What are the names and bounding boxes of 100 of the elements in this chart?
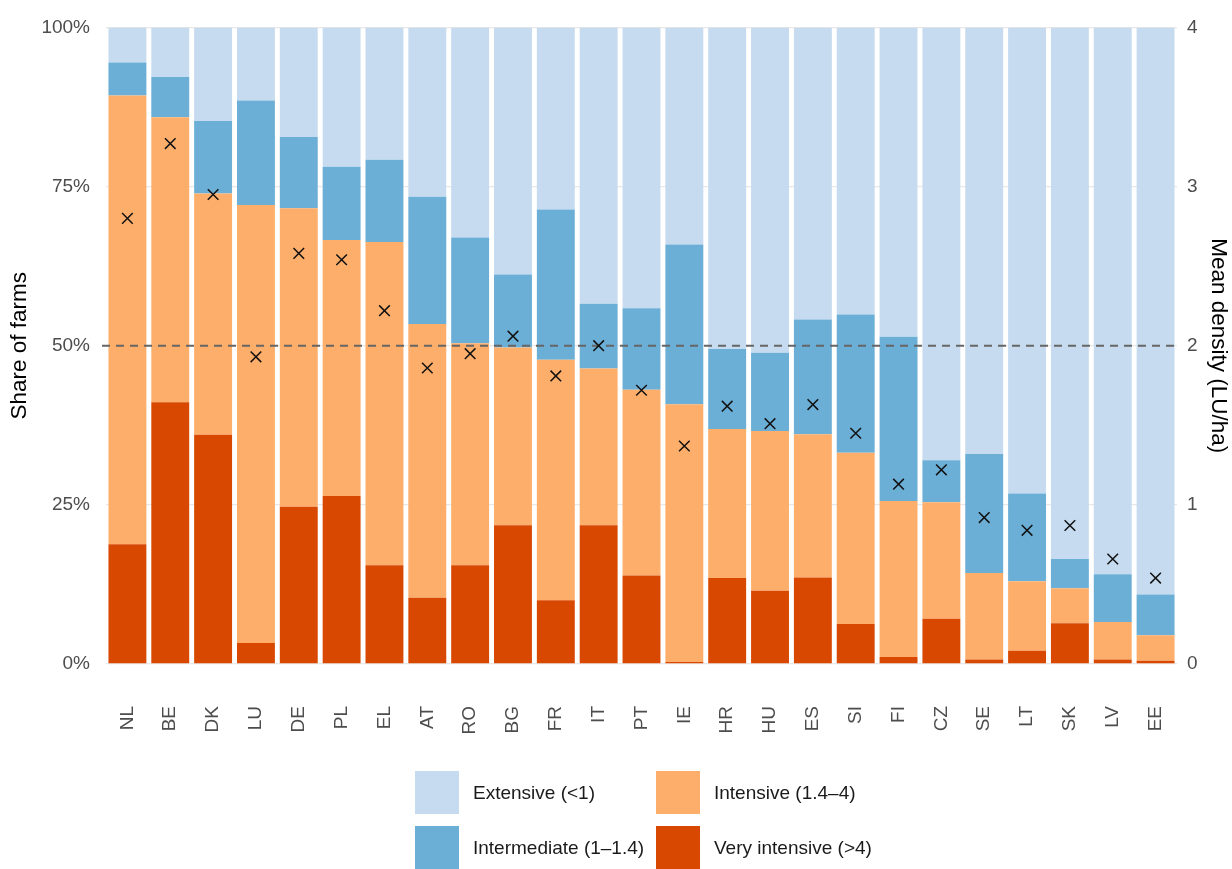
bar (708, 27, 747, 349)
bar (451, 343, 490, 566)
y2-axis-title: Mean density (LU/ha) (1207, 238, 1232, 454)
legend-label: Intensive (1.4–4) (714, 781, 856, 804)
bar (965, 572, 1004, 660)
y2-tick-label: 1 (1187, 493, 1198, 515)
x-tick-label: CZ (929, 705, 951, 732)
bar (451, 565, 490, 664)
point (1149, 572, 1162, 585)
bar (322, 495, 361, 664)
bar (194, 434, 233, 664)
y-tick-label: 100% (41, 15, 91, 37)
x-tick-label: IT (586, 705, 608, 723)
x-tick-label: NL (115, 706, 137, 731)
x-tick-label: DE (287, 706, 309, 733)
bar (408, 196, 447, 325)
bar (536, 209, 575, 360)
x-tick-label: DK (201, 705, 223, 733)
x-tick-label: EE (1143, 706, 1165, 732)
bar (836, 314, 875, 453)
bar (579, 368, 618, 526)
bar (1136, 594, 1175, 636)
bar (879, 336, 918, 502)
bar (793, 27, 832, 320)
bar (751, 431, 789, 591)
bar (922, 27, 961, 461)
point (378, 304, 391, 317)
bar (108, 62, 147, 96)
bar (108, 544, 147, 664)
bar (536, 359, 575, 601)
bar (236, 205, 275, 643)
bar (151, 77, 190, 118)
bar (751, 27, 789, 353)
y-tick-label: 50% (51, 333, 91, 355)
x-tick-label: FI (886, 706, 908, 723)
bar (836, 452, 875, 624)
bar (579, 303, 618, 369)
x-tick-label: BG (501, 706, 523, 734)
point (421, 361, 434, 375)
point (549, 369, 562, 382)
bar (408, 27, 447, 197)
bar (622, 575, 661, 664)
point (721, 400, 734, 413)
point (164, 137, 177, 150)
bar (408, 324, 447, 598)
bar (279, 136, 318, 209)
bar (151, 117, 190, 403)
point (1063, 519, 1076, 532)
bar (494, 525, 532, 664)
bar (879, 657, 918, 664)
bar (322, 166, 361, 241)
bar (1136, 635, 1175, 661)
y2-tick-label: 0 (1187, 652, 1198, 674)
bar (279, 27, 318, 137)
point (249, 350, 262, 363)
x-tick-label: LV (1100, 705, 1122, 728)
bar (579, 525, 618, 664)
bar (365, 241, 404, 566)
bar (451, 27, 490, 238)
bar (879, 27, 918, 337)
bar (1050, 27, 1089, 559)
x-tick-label: SE (972, 706, 994, 732)
point (635, 384, 648, 397)
x-tick-label: HU (758, 706, 780, 734)
x-tick-label: ES (801, 706, 823, 732)
point (806, 398, 819, 411)
x-tick-label: HR (715, 706, 737, 734)
bar (536, 27, 575, 210)
x-tick-label: IE (672, 706, 694, 724)
bar (322, 240, 361, 496)
bar (751, 352, 789, 431)
bar (365, 159, 404, 242)
bar (279, 208, 318, 507)
bar (708, 429, 747, 579)
y2-tick-label: 2 (1187, 333, 1198, 355)
legend-label: Very intensive (>4) (714, 836, 872, 859)
bar (408, 597, 447, 664)
bar (236, 100, 275, 206)
bar (194, 27, 233, 121)
bar (108, 95, 147, 545)
bar (365, 27, 404, 160)
bar (151, 27, 190, 78)
bar (793, 577, 832, 664)
bar (1050, 623, 1089, 664)
bar (151, 402, 190, 664)
bar (665, 244, 704, 405)
x-tick-label: LU (244, 706, 266, 731)
bar (622, 27, 661, 309)
bar (1008, 581, 1047, 651)
bar (1093, 621, 1132, 660)
x-tick-label: BE (158, 706, 180, 732)
point (292, 247, 305, 260)
point (335, 253, 348, 266)
bar (1136, 27, 1175, 595)
bar (494, 274, 532, 348)
bar (793, 434, 832, 578)
x-tick-label: EL (372, 706, 394, 730)
bar (793, 319, 832, 435)
point (892, 478, 905, 491)
bar (1050, 558, 1089, 589)
